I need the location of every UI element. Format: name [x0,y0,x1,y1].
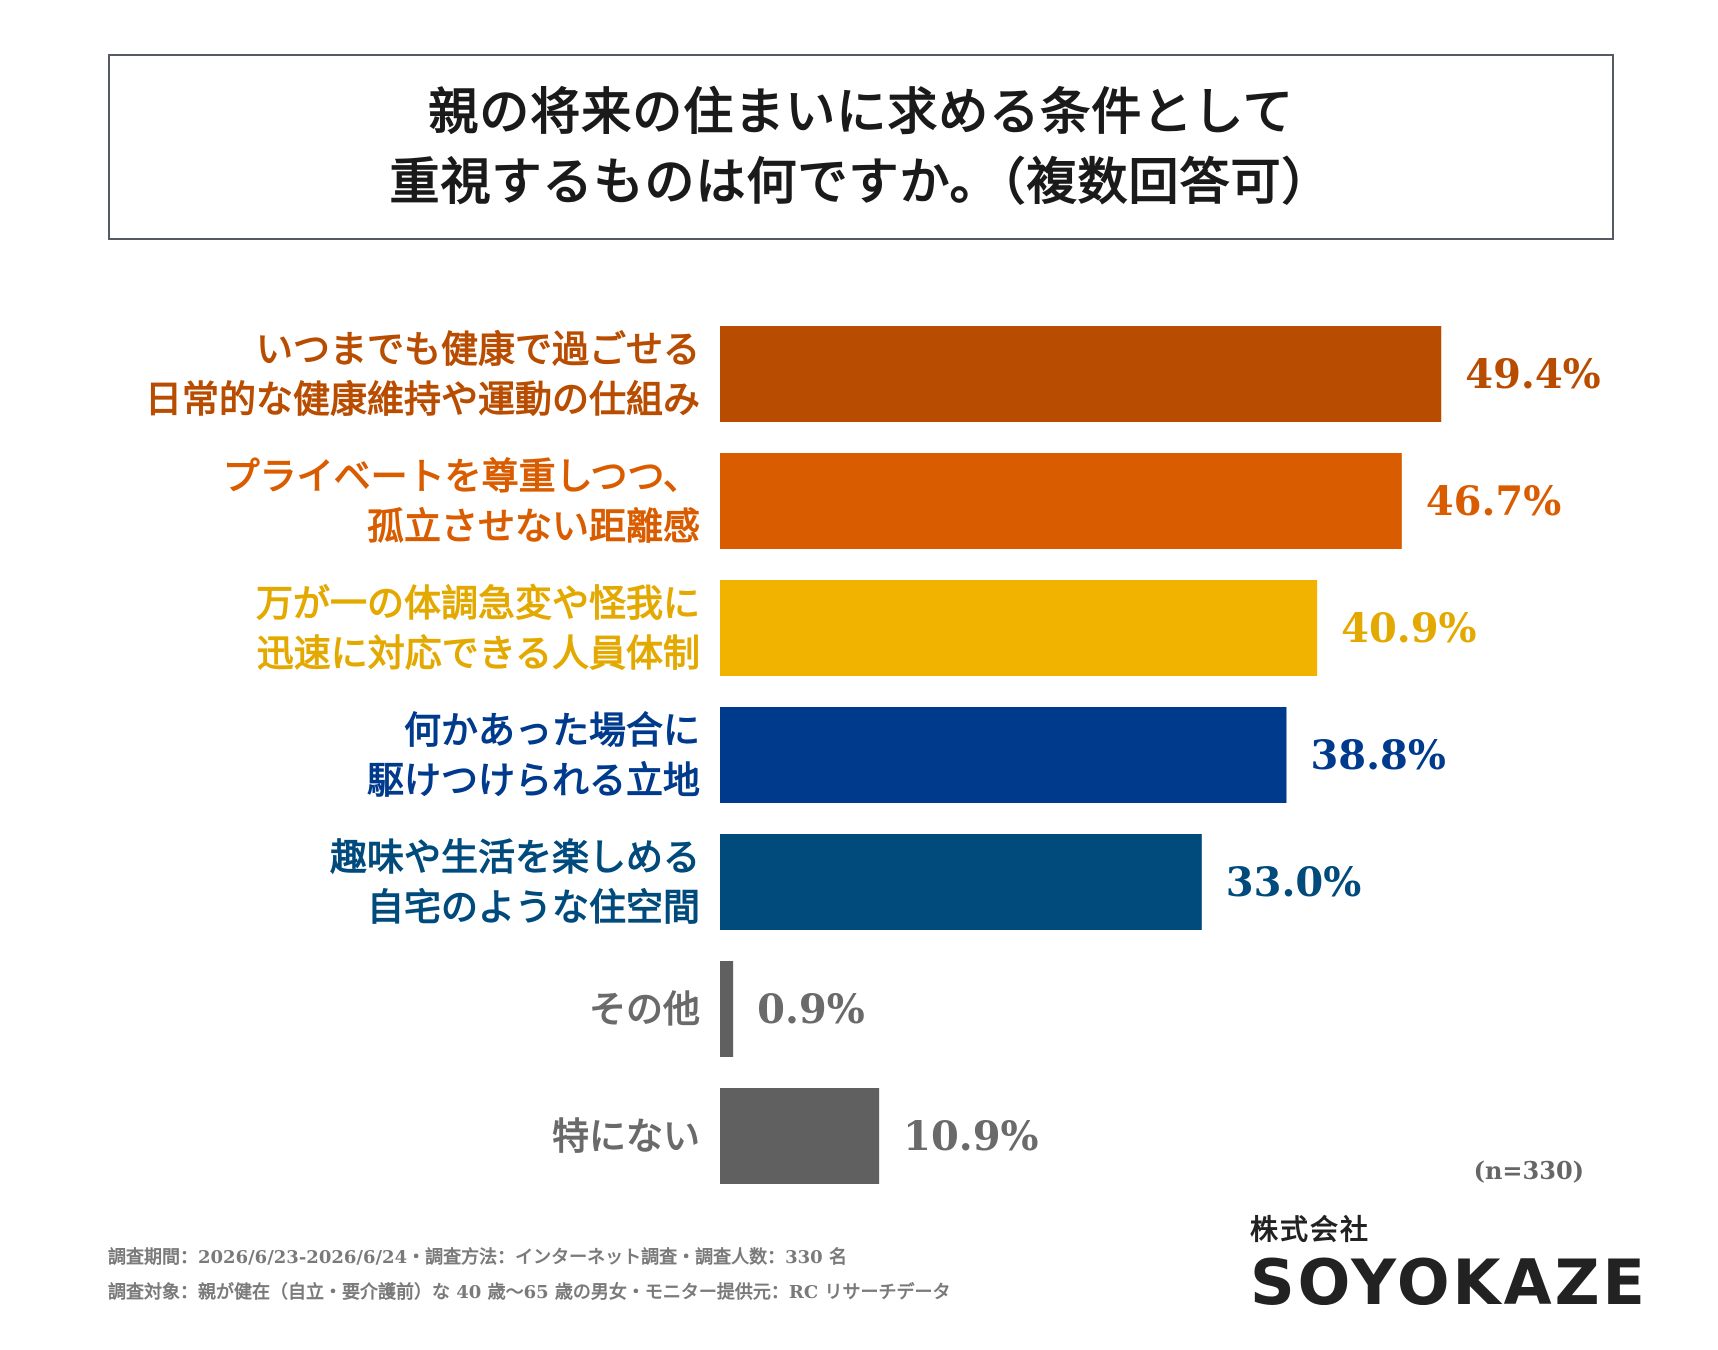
chart-title-line-1: 親の将来の住まいに求める条件として [428,82,1294,141]
category-label-4-line-1: 何かあった場合に [404,708,700,752]
category-label-1-line-2: 日常的な健康維持や運動の仕組み [145,377,700,421]
category-label-1-line-1: いつまでも健康で過ごせる [256,327,700,371]
bar-4 [720,707,1287,803]
company-logo: 株式会社 SOYOKAZE [1250,1208,1648,1319]
bar-3 [720,580,1318,676]
chart-title-line-2: 重視するものは何ですか。（複数回答可） [389,152,1333,211]
category-label-7-line-1: 特にない [552,1114,700,1158]
survey-footnote-target: 調査対象：親が健在（自立・要介護前）な 40 歳〜65 歳の男女・モニター提供元… [108,1282,951,1303]
sample-size-label: (n=330) [1473,1156,1584,1185]
bar-5 [720,834,1202,930]
bar-7 [720,1088,880,1184]
category-label-5-line-2: 自宅のような住空間 [367,885,700,929]
value-label-6: 0.9% [757,986,865,1033]
company-logo-sub: 株式会社 [1250,1213,1371,1246]
category-label-3-line-1: 万が一の体調急変や怪我に [256,581,700,625]
value-label-5: 33.0% [1226,859,1361,906]
title-box: 親の将来の住まいに求める条件として 重視するものは何ですか。（複数回答可） [108,54,1614,240]
bar-2 [720,453,1402,549]
value-label-7: 10.9% [903,1113,1038,1160]
category-label-2-line-1: プライベートを尊重しつつ、 [223,454,700,498]
bar-6 [720,961,734,1057]
value-label-1: 49.4% [1465,351,1600,398]
category-label-3-line-2: 迅速に対応できる人員体制 [257,631,700,675]
company-logo-main: SOYOKAZE [1250,1246,1648,1319]
bar-1 [720,326,1442,422]
value-label-4: 38.8% [1310,732,1445,779]
value-label-3: 40.9% [1341,605,1476,652]
category-label-5-line-1: 趣味や生活を楽しめる [330,835,700,879]
category-label-4-line-2: 駆けつけられる立地 [367,758,700,802]
survey-footnote-period: 調査期間：2026/6/23-2026/6/24・調査方法：インターネット調査・… [108,1247,847,1268]
category-label-2-line-2: 孤立させない距離感 [367,504,700,548]
value-label-2: 46.7% [1426,478,1561,525]
category-label-6-line-1: その他 [589,987,700,1031]
